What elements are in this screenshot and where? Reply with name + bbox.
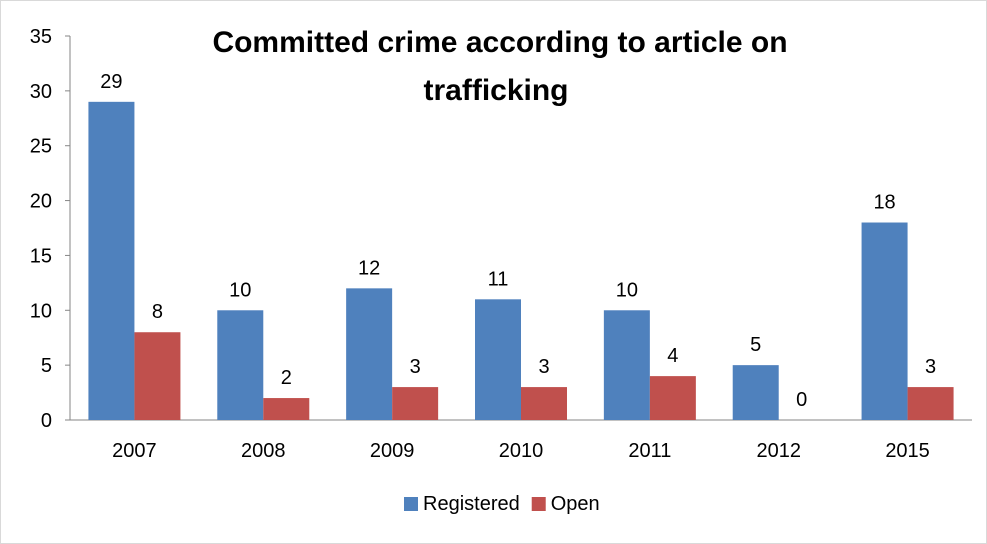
data-label: 2 bbox=[281, 367, 292, 389]
data-label: 3 bbox=[538, 356, 549, 378]
y-tick-label: 15 bbox=[30, 245, 52, 267]
y-tick-label: 10 bbox=[30, 300, 52, 322]
bar-open bbox=[392, 387, 439, 420]
data-label: 12 bbox=[358, 257, 380, 279]
x-tick-label: 2007 bbox=[112, 440, 157, 462]
bar-registered bbox=[732, 365, 779, 420]
x-tick-label: 2011 bbox=[628, 440, 671, 462]
bar-registered bbox=[475, 299, 521, 420]
bar-registered bbox=[88, 101, 135, 420]
chart-title-line-2: trafficking bbox=[423, 74, 568, 107]
bar-registered bbox=[346, 288, 393, 420]
bar-registered bbox=[603, 310, 650, 420]
bar-open bbox=[521, 387, 567, 420]
data-label: 5 bbox=[750, 334, 761, 356]
chart-title-line-1: Committed crime according to article on bbox=[212, 26, 787, 59]
y-tick-label: 35 bbox=[30, 26, 52, 48]
x-tick-label: 2015 bbox=[885, 440, 930, 462]
data-label: 3 bbox=[410, 356, 421, 378]
bar-open bbox=[649, 376, 696, 420]
data-label: 4 bbox=[667, 345, 678, 367]
legend-swatch-registered bbox=[404, 497, 418, 511]
legend-swatch-open bbox=[531, 497, 546, 511]
x-tick-label: 2008 bbox=[241, 440, 286, 462]
x-tick-label: 2012 bbox=[756, 440, 801, 462]
bar-registered bbox=[217, 310, 264, 420]
data-label: 10 bbox=[616, 279, 638, 301]
y-tick-label: 0 bbox=[41, 410, 52, 432]
data-label: 18 bbox=[873, 192, 895, 214]
data-label: 0 bbox=[796, 389, 807, 411]
x-tick-label: 2010 bbox=[499, 440, 544, 462]
data-label: 29 bbox=[100, 71, 122, 93]
legend-label-registered: Registered bbox=[423, 493, 520, 515]
y-tick-label: 20 bbox=[30, 191, 52, 213]
legend-label-open: Open bbox=[551, 493, 600, 515]
y-tick-label: 25 bbox=[30, 136, 52, 158]
y-tick-label: 30 bbox=[30, 81, 52, 103]
data-label: 10 bbox=[229, 279, 251, 301]
data-label: 11 bbox=[488, 268, 509, 290]
data-label: 8 bbox=[152, 301, 163, 323]
data-label: 3 bbox=[925, 356, 936, 378]
y-tick-label: 5 bbox=[41, 355, 52, 377]
x-tick-label: 2009 bbox=[370, 440, 415, 462]
bar-open bbox=[134, 332, 181, 420]
bar-registered bbox=[861, 222, 908, 420]
bar-open bbox=[263, 398, 310, 420]
bar-open bbox=[907, 387, 954, 420]
